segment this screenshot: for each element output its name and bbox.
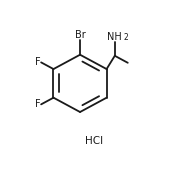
Text: 2: 2 [124,33,128,42]
Text: F: F [35,57,40,67]
Text: Br: Br [75,30,85,40]
Text: F: F [35,99,40,109]
Text: NH: NH [107,32,122,42]
Text: HCl: HCl [85,136,103,146]
